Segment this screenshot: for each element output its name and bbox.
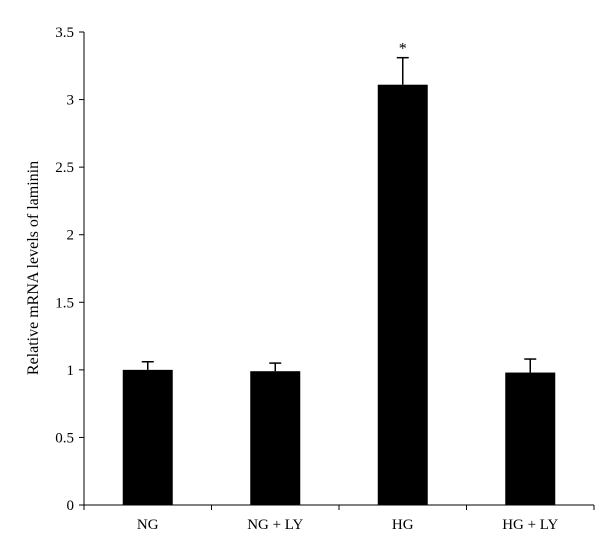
significance-marker: * (399, 41, 407, 58)
y-tick-label: 3.5 (55, 25, 74, 41)
y-tick-label: 1.5 (55, 295, 74, 311)
bar (122, 369, 173, 505)
bar (505, 372, 556, 505)
y-tick-label: 2.5 (55, 160, 74, 176)
y-tick-label: 0.5 (55, 430, 74, 446)
bar (377, 84, 428, 505)
y-tick-label: 0 (67, 498, 75, 514)
y-tick-label: 2 (67, 228, 75, 244)
plot-area: 0 0.5 1 1.5 2 2.5 3 3.5 NG NG + LY HG * HG + LY (55, 25, 595, 533)
bar (250, 371, 301, 505)
y-tick-label: 3 (67, 93, 75, 109)
x-tick-label: HG (392, 517, 414, 533)
x-tick-label: HG + LY (502, 517, 558, 533)
x-tick-label: NG + LY (247, 517, 303, 533)
y-axis-title: Relative mRNA levels of laminin (25, 161, 42, 375)
y-tick-label: 1 (67, 363, 75, 379)
x-tick-label: NG (137, 517, 159, 533)
